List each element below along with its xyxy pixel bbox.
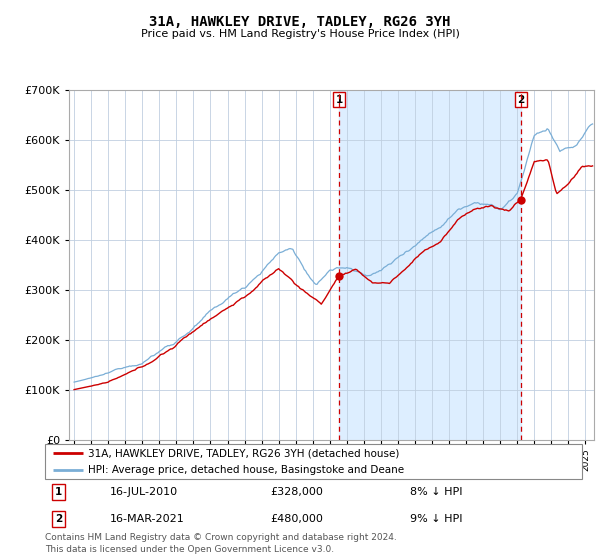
Text: HPI: Average price, detached house, Basingstoke and Deane: HPI: Average price, detached house, Basi… bbox=[88, 465, 404, 475]
Text: 2: 2 bbox=[55, 514, 62, 524]
Text: 1: 1 bbox=[335, 95, 343, 105]
Text: Contains HM Land Registry data © Crown copyright and database right 2024.
This d: Contains HM Land Registry data © Crown c… bbox=[45, 533, 397, 554]
Text: 2: 2 bbox=[517, 95, 524, 105]
Text: 16-MAR-2021: 16-MAR-2021 bbox=[109, 514, 184, 524]
Text: 1: 1 bbox=[55, 487, 62, 497]
FancyBboxPatch shape bbox=[45, 444, 582, 479]
Text: £328,000: £328,000 bbox=[271, 487, 323, 497]
Text: 9% ↓ HPI: 9% ↓ HPI bbox=[410, 514, 463, 524]
Text: 16-JUL-2010: 16-JUL-2010 bbox=[109, 487, 178, 497]
Bar bbox=[339, 90, 521, 440]
Text: £480,000: £480,000 bbox=[271, 514, 323, 524]
Text: 31A, HAWKLEY DRIVE, TADLEY, RG26 3YH: 31A, HAWKLEY DRIVE, TADLEY, RG26 3YH bbox=[149, 15, 451, 29]
Text: Price paid vs. HM Land Registry's House Price Index (HPI): Price paid vs. HM Land Registry's House … bbox=[140, 29, 460, 39]
Text: 31A, HAWKLEY DRIVE, TADLEY, RG26 3YH (detached house): 31A, HAWKLEY DRIVE, TADLEY, RG26 3YH (de… bbox=[88, 449, 400, 459]
Text: 8% ↓ HPI: 8% ↓ HPI bbox=[410, 487, 463, 497]
